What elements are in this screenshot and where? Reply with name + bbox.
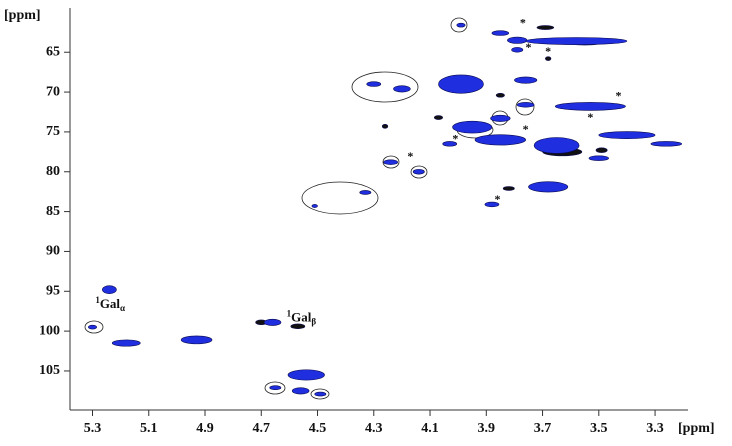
peak [484,201,500,208]
peak [269,385,282,390]
circle [450,17,468,33]
peak [525,37,628,45]
peak [366,81,382,87]
peak [311,204,318,208]
peak [511,47,524,53]
y-tick-label: 65 [46,44,60,59]
circle [351,71,419,103]
asterisk: * [520,15,526,29]
peak [507,36,528,44]
peak [516,102,535,108]
peak [474,134,526,146]
x-axis-label: [ppm] [678,421,715,436]
peak-label: 1Galα [95,295,125,313]
peak [533,137,580,154]
peak [490,114,511,122]
circle [301,181,379,215]
peak [598,131,656,139]
asterisk: * [615,89,621,103]
asterisk: * [495,192,501,206]
x-tick-label: 3.9 [478,421,496,436]
x-tick-label: 4.7 [253,421,271,436]
peak [452,120,493,134]
peak [536,25,555,30]
peak [383,159,398,165]
peak [287,369,325,381]
highlight-circles [84,17,535,400]
circle [410,165,428,179]
peak [438,74,484,94]
asterisk: * [407,149,413,163]
peak [502,186,515,191]
y-tick-label: 90 [46,244,60,259]
circle [310,388,330,400]
peak [412,169,425,175]
peak [495,92,505,98]
peak [291,387,310,395]
y-tick-label: 100 [39,323,60,338]
x-tick-label: 5.1 [140,421,158,436]
asterisk: * [452,132,458,146]
x-tick-label: 3.5 [590,421,608,436]
peak [442,141,458,147]
peak [588,155,609,161]
peak [102,285,117,294]
peak [433,115,443,120]
asterisk: * [523,122,529,136]
asterisk: * [545,44,551,58]
peak [554,102,626,111]
label-sub: α [120,303,125,313]
y-axis-label: [ppm] [4,8,41,23]
label-sub: β [311,316,316,326]
circle [84,320,104,334]
peak [528,181,569,193]
label-text: Gal [291,309,312,324]
y-tick-label: 105 [39,363,60,378]
x-tick-label: 4.1 [421,421,439,436]
peak [87,324,98,330]
y-tick-label: 75 [46,124,60,139]
x-tick-label: 3.7 [534,421,552,436]
peak [650,141,683,147]
circle [515,98,535,116]
peak [263,318,282,326]
peak [393,85,411,93]
x-tick-label: 4.3 [365,421,383,436]
x-tick-label: 3.3 [646,421,664,436]
peak [514,76,538,84]
peak [595,147,608,153]
peak [359,190,372,195]
y-tick-label: 80 [46,164,60,179]
x-tick-label: 4.9 [196,421,214,436]
peak [456,22,466,28]
y-tick-label: 70 [46,84,60,99]
label-text: Gal [100,296,121,311]
peak [290,323,306,330]
circle [382,155,400,169]
asterisk: * [525,40,531,54]
x-tick-label: 4.5 [309,421,327,436]
label-sup: 1 [95,295,100,305]
peak [491,30,510,36]
peak [381,124,389,129]
x-tick-label: 5.3 [84,421,102,436]
circle [264,381,286,395]
peak [314,391,327,397]
label-sup: 1 [287,308,292,318]
peak-label: 1Galβ [287,308,317,326]
asterisk: * [587,110,593,124]
peak [180,335,213,345]
peak [111,339,141,347]
y-tick-label: 95 [46,283,60,298]
y-tick-label: 85 [46,204,60,219]
peak [545,56,552,61]
